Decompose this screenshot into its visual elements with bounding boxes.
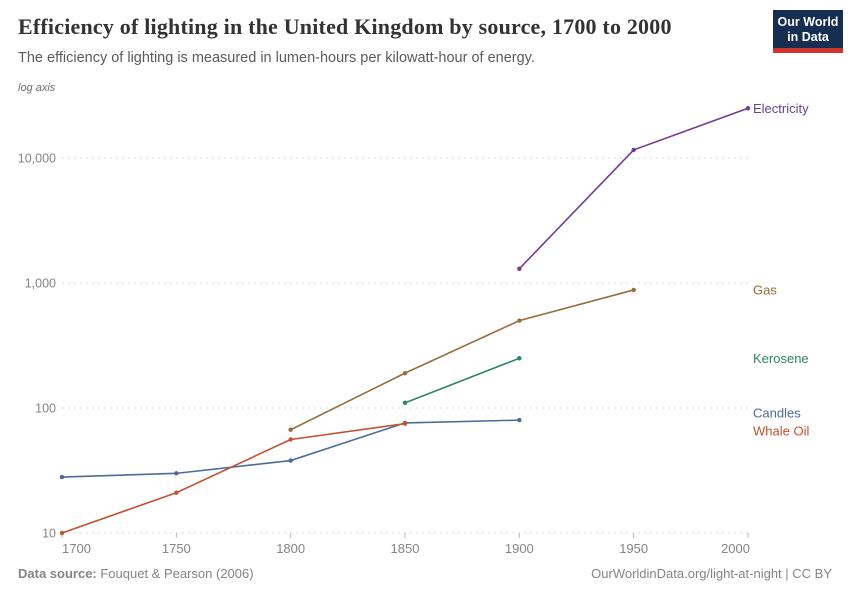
series-point-candles[interactable] [288,458,293,463]
x-tick-label: 1900 [505,541,534,556]
series-point-gas[interactable] [288,427,293,432]
series-point-gas[interactable] [517,318,522,323]
series-point-whale-oil[interactable] [59,530,65,536]
x-tick-label: 1750 [162,541,191,556]
owid-cc-link[interactable]: OurWorldinData.org/light-at-night | CC B… [591,566,832,581]
series-point-candles[interactable] [174,471,179,476]
series-label-gas[interactable]: Gas [753,282,777,297]
series-point-whale-oil[interactable] [174,490,179,495]
owid-logo-line2: in Data [787,30,829,44]
y-tick-label: 1,000 [25,277,56,291]
chart-footer: Data source: Fouquet & Pearson (2006) Ou… [18,566,832,581]
data-source-label: Data source: [18,566,97,581]
x-tick-label: 2000 [721,541,750,556]
x-tick-label: 1800 [276,541,305,556]
series-point-kerosene[interactable] [402,400,408,406]
series-point-electricity[interactable] [517,266,522,271]
data-source: Data source: Fouquet & Pearson (2006) [18,566,254,581]
series-point-electricity[interactable] [631,147,636,153]
grid-layer [62,157,748,534]
series-point-whale-oil[interactable] [402,421,408,426]
y-tick-label: 100 [35,402,56,416]
series-label-kerosene[interactable]: Kerosene [753,351,809,366]
x-tick-label: 1700 [62,541,91,556]
series-label-electricity[interactable]: Electricity [753,101,809,116]
x-tick-label: 1850 [391,541,420,556]
series-point-electricity[interactable] [745,106,751,111]
owid-logo[interactable]: Our World in Data [773,10,843,53]
series-point-candles[interactable] [517,417,522,423]
series-line-electricity[interactable] [518,107,749,270]
series-line-gas[interactable] [290,289,634,431]
series-end-labels: Electricity Gas Kerosene Candles Whale Oil [753,101,809,439]
log-axis-note: log axis [18,82,56,94]
chart-subtitle: The efficiency of lighting is measured i… [18,50,535,66]
chart-title: Efficiency of lighting in the United Kin… [18,14,672,39]
series-label-whale-oil[interactable]: Whale Oil [753,423,809,438]
y-tick-label: 10 [42,527,56,541]
series-point-gas[interactable] [402,370,408,376]
y-tick-label: 10,000 [18,152,56,166]
series-point-kerosene[interactable] [517,356,522,361]
series-line-kerosene[interactable] [404,357,520,404]
owid-logo-line1: Our World [777,15,839,29]
x-axis: 1700 1750 1800 1850 1900 1950 2000 [61,533,750,556]
y-axis: 10 100 1,000 10,000 [18,152,56,541]
data-source-value: Fouquet & Pearson (2006) [96,566,254,581]
series-layer [59,106,751,536]
series-point-whale-oil[interactable] [288,437,293,442]
series-point-candles[interactable] [59,474,65,480]
x-tick-label: 1950 [619,541,648,556]
series-label-candles[interactable]: Candles [753,405,801,420]
series-point-gas[interactable] [631,287,636,293]
series-line-whale-oil[interactable] [61,422,406,534]
